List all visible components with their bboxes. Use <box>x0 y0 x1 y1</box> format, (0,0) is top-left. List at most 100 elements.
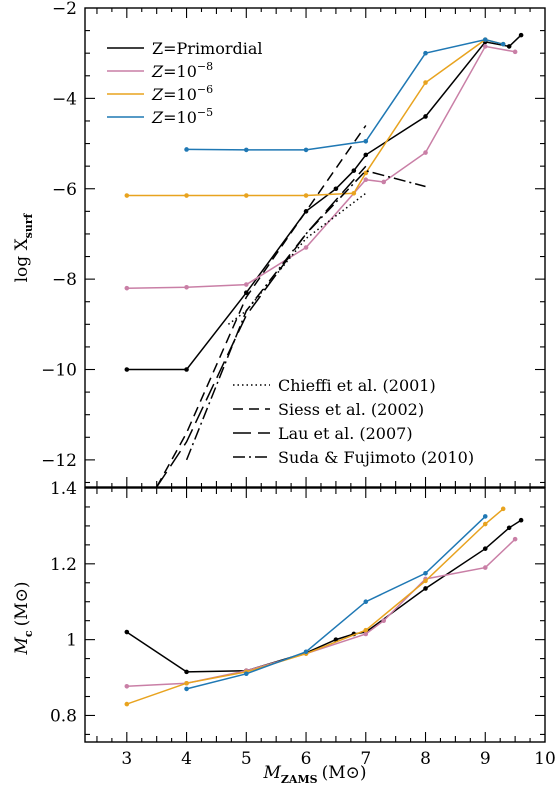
bottom-data-point <box>482 521 488 527</box>
top-data-point <box>423 150 428 155</box>
top-data-point <box>184 367 189 372</box>
y-tick-label: 1.4 <box>50 479 77 499</box>
bottom-data-point <box>184 669 189 675</box>
y-tick-label: 0.8 <box>50 706 77 726</box>
y-tick-label: 1 <box>66 631 77 651</box>
bottom-data-point <box>184 686 189 692</box>
top-panel-ticks: −12 −10 −8 −6 −4 −2 <box>41 0 545 487</box>
bottom-data-point <box>243 671 249 677</box>
top-data-point <box>184 147 189 152</box>
bottom-data-point <box>363 631 369 637</box>
top-series-line-6 <box>156 165 367 487</box>
top-data-point <box>423 80 428 85</box>
legend-label: Lau et al. (2007) <box>278 424 413 443</box>
top-panel-frame <box>84 7 546 488</box>
y-tick-label: −10 <box>41 361 77 381</box>
top-y-axis-label: log Xsurf <box>12 212 35 282</box>
top-data-point <box>184 284 189 290</box>
top-data-point <box>303 147 309 153</box>
top-data-point <box>500 41 506 47</box>
bottom-series-line-2 <box>126 508 504 705</box>
top-data-point <box>423 50 428 56</box>
top-panel-series <box>124 32 524 487</box>
bottom-series-line-0 <box>126 519 522 673</box>
top-data-point <box>423 114 428 119</box>
x-axis-label: MZAMS (M⊙) <box>262 763 366 784</box>
bottom-data-point <box>423 578 428 584</box>
top-data-point <box>506 44 512 49</box>
top-data-point <box>243 290 249 295</box>
top-series-line-5 <box>156 125 367 487</box>
bottom-data-point <box>482 565 488 570</box>
top-data-point <box>482 44 488 49</box>
x-tick-label: 10 <box>534 749 556 769</box>
bottom-data-point <box>506 525 512 531</box>
x-tick-label: 5 <box>241 749 252 769</box>
top-data-point <box>124 193 130 198</box>
y-tick-label: 1.2 <box>50 555 77 575</box>
legend-metallicity: Z=Primordial Z=10−8Z=10−6Z=10−5 <box>107 39 263 127</box>
x-tick-label: 8 <box>420 749 431 769</box>
top-data-point <box>518 32 524 38</box>
legend-label: Z=10−5 <box>151 106 213 127</box>
y-tick-label: −2 <box>52 0 77 19</box>
x-tick-label: 3 <box>121 749 132 769</box>
top-data-point <box>381 179 387 185</box>
y-tick-label: −6 <box>52 180 77 200</box>
bottom-data-point <box>423 586 428 591</box>
bottom-data-point <box>303 649 309 655</box>
top-data-point <box>351 168 357 173</box>
bottom-panel-frame <box>84 487 546 743</box>
bottom-series-line-1 <box>126 538 516 688</box>
bottom-series-line-3 <box>186 515 486 690</box>
bottom-data-point <box>363 627 369 633</box>
bottom-y-axis-label: Mc(M⊙) <box>12 581 35 655</box>
bottom-panel-series <box>124 506 524 707</box>
bottom-data-point <box>124 683 130 689</box>
top-data-point <box>363 152 369 158</box>
top-data-point <box>363 139 369 144</box>
top-data-point <box>124 367 130 372</box>
x-tick-label: 6 <box>301 749 312 769</box>
legend-label: Siess et al. (2002) <box>278 400 424 419</box>
top-data-point <box>363 177 369 183</box>
x-tick-label: 9 <box>480 749 491 769</box>
bottom-data-point <box>423 570 428 576</box>
y-tick-label: −12 <box>41 451 77 471</box>
top-data-point <box>124 285 130 291</box>
legend-label: Suda & Fujimoto (2010) <box>278 448 474 467</box>
bottom-data-point <box>381 618 387 623</box>
top-data-point <box>303 245 309 250</box>
bottom-data-point <box>518 517 524 523</box>
top-data-point <box>512 49 518 55</box>
top-data-point <box>351 190 357 196</box>
top-data-point <box>243 193 249 198</box>
top-data-point <box>482 37 488 42</box>
top-data-point <box>243 282 249 287</box>
top-data-point <box>184 193 189 198</box>
bottom-data-point <box>482 546 488 551</box>
x-tick-label: 4 <box>181 749 192 769</box>
bottom-panel-ticks: 3 4 5 6 7 8 9 10 0.8 1 1.2 1.4 <box>50 479 556 769</box>
top-series-line-4 <box>227 192 367 325</box>
legend-label: Z=10−8 <box>151 60 213 81</box>
bottom-data-point <box>184 680 189 686</box>
top-data-point <box>243 147 249 153</box>
bottom-data-point <box>482 514 488 519</box>
legend-literature: Chieffi et al. (2001) Siess et al. (2002)… <box>233 376 474 467</box>
bottom-data-point <box>124 629 130 635</box>
x-tick-label: 7 <box>360 749 371 769</box>
top-data-point <box>363 170 369 176</box>
y-tick-label: −8 <box>52 270 77 290</box>
bottom-data-point <box>500 506 506 512</box>
legend-label: Chieffi et al. (2001) <box>278 376 436 395</box>
y-tick-label: −4 <box>52 89 77 109</box>
top-series-line-1 <box>126 45 516 289</box>
legend-label: Z=10−6 <box>151 83 213 104</box>
bottom-data-point <box>363 599 369 605</box>
bottom-data-point <box>124 701 130 707</box>
top-data-point <box>303 193 309 198</box>
bottom-data-point <box>512 536 518 542</box>
